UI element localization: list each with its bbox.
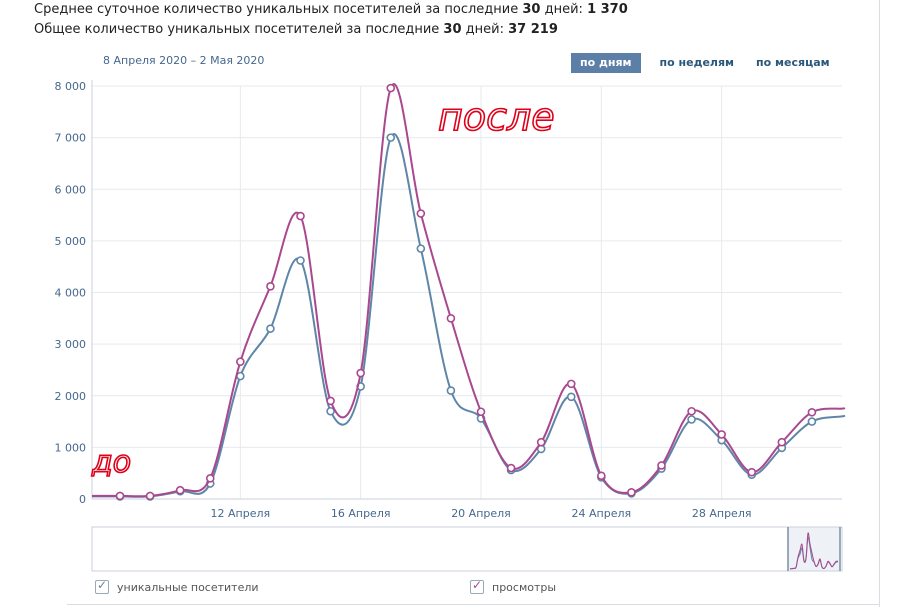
series-line bbox=[92, 83, 846, 498]
y-tick-label: 8 000 bbox=[55, 80, 87, 93]
data-point bbox=[296, 256, 305, 265]
data-point bbox=[627, 487, 636, 497]
x-tick-labels: 12 Апреля 16 Апреля 20 Апреля 24 Апреля 28 А… bbox=[211, 507, 752, 520]
panel-right-border bbox=[879, 0, 880, 607]
avg-visitors-value: 1 370 bbox=[587, 2, 628, 17]
data-point bbox=[566, 379, 576, 389]
total-visitors-row: Общее количество уникальных посетителей … bbox=[34, 20, 628, 40]
total-visitors-value: 37 219 bbox=[508, 22, 558, 37]
avg-visitors-text: Среднее суточное количество уникальных п… bbox=[34, 2, 523, 17]
stats-block: Среднее суточное количество уникальных п… bbox=[34, 0, 628, 40]
data-point bbox=[807, 417, 817, 426]
y-tick-labels: 0 1 000 2 000 3 000 4 000 5 000 6 000 7 000 8 00… bbox=[55, 80, 87, 506]
total-visitors-days: 30 bbox=[443, 22, 462, 37]
data-point bbox=[266, 282, 275, 291]
tab-by-weeks[interactable]: по неделям bbox=[659, 56, 735, 69]
x-tick-label: 20 Апреля bbox=[451, 507, 511, 520]
data-point bbox=[296, 211, 305, 221]
series-lines bbox=[92, 83, 846, 501]
data-point bbox=[236, 357, 245, 366]
data-point bbox=[807, 407, 817, 417]
avg-visitors-row: Среднее суточное количество уникальных п… bbox=[34, 0, 628, 20]
date-range-label: 8 Апреля 2020 – 2 Мая 2020 bbox=[103, 54, 265, 67]
navigator-window bbox=[787, 526, 841, 572]
y-tick-label: 5 000 bbox=[55, 235, 87, 248]
y-tick-label: 6 000 bbox=[55, 183, 87, 196]
legend-unique-visitors[interactable]: уникальные посетители bbox=[95, 578, 259, 594]
series-1 bbox=[92, 83, 846, 501]
data-point bbox=[386, 133, 396, 142]
annotation-before: до bbox=[91, 445, 131, 480]
range-navigator[interactable] bbox=[91, 526, 843, 572]
navigator-frame bbox=[91, 526, 843, 572]
avg-visitors-days: 30 bbox=[522, 2, 541, 17]
checkbox-views[interactable] bbox=[470, 578, 484, 594]
data-point bbox=[747, 467, 757, 477]
tab-by-days[interactable]: по дням bbox=[571, 53, 641, 73]
data-point bbox=[657, 461, 666, 470]
x-tick-label: 12 Апреля bbox=[211, 507, 271, 520]
data-point bbox=[205, 474, 215, 483]
data-point bbox=[777, 437, 787, 447]
data-point bbox=[536, 437, 546, 447]
avg-visitors-mid: дней: bbox=[540, 2, 588, 17]
y-tick-label: 4 000 bbox=[55, 287, 87, 300]
data-point bbox=[326, 406, 335, 416]
legend-unique-label: уникальные посетители bbox=[117, 580, 259, 594]
navigator-sparkline bbox=[789, 532, 839, 570]
period-tabs: по дням по неделям по месяцам bbox=[571, 53, 843, 73]
data-point bbox=[386, 83, 396, 93]
data-point bbox=[356, 368, 365, 378]
total-visitors-text: Общее количество уникальных посетителей … bbox=[34, 22, 444, 37]
y-tick-label: 3 000 bbox=[55, 338, 87, 351]
grid-lines bbox=[91, 80, 842, 500]
y-tick-label: 2 000 bbox=[55, 390, 87, 403]
data-point bbox=[175, 485, 185, 495]
data-point bbox=[416, 209, 426, 218]
legend-views[interactable]: просмотры bbox=[470, 578, 557, 594]
data-point bbox=[597, 471, 606, 481]
data-point bbox=[506, 463, 516, 473]
data-point bbox=[717, 430, 726, 439]
data-point bbox=[446, 386, 456, 395]
x-tick-label: 16 Апреля bbox=[331, 507, 391, 520]
annotation-after: после bbox=[438, 95, 555, 139]
data-point bbox=[476, 407, 486, 417]
data-point bbox=[266, 324, 275, 333]
data-point bbox=[115, 491, 125, 501]
y-tick-label: 0 bbox=[79, 493, 86, 506]
total-visitors-mid: дней: bbox=[461, 22, 509, 37]
x-tick-label: 28 Апреля bbox=[692, 507, 752, 520]
data-point bbox=[446, 314, 456, 323]
legend-views-label: просмотры bbox=[492, 580, 557, 594]
x-tick-label: 24 Апреля bbox=[572, 507, 632, 520]
y-tick-label: 7 000 bbox=[55, 132, 87, 145]
tab-by-months[interactable]: по месяцам bbox=[756, 56, 830, 69]
data-point bbox=[326, 396, 335, 406]
series-line bbox=[92, 133, 846, 498]
data-point bbox=[687, 415, 696, 424]
data-point bbox=[687, 406, 696, 416]
data-point bbox=[566, 392, 576, 402]
data-point bbox=[145, 491, 155, 501]
checkbox-unique-visitors[interactable] bbox=[95, 578, 109, 594]
data-point bbox=[416, 244, 426, 253]
panel-bottom-divider bbox=[67, 604, 879, 605]
y-tick-label: 1 000 bbox=[55, 441, 87, 454]
